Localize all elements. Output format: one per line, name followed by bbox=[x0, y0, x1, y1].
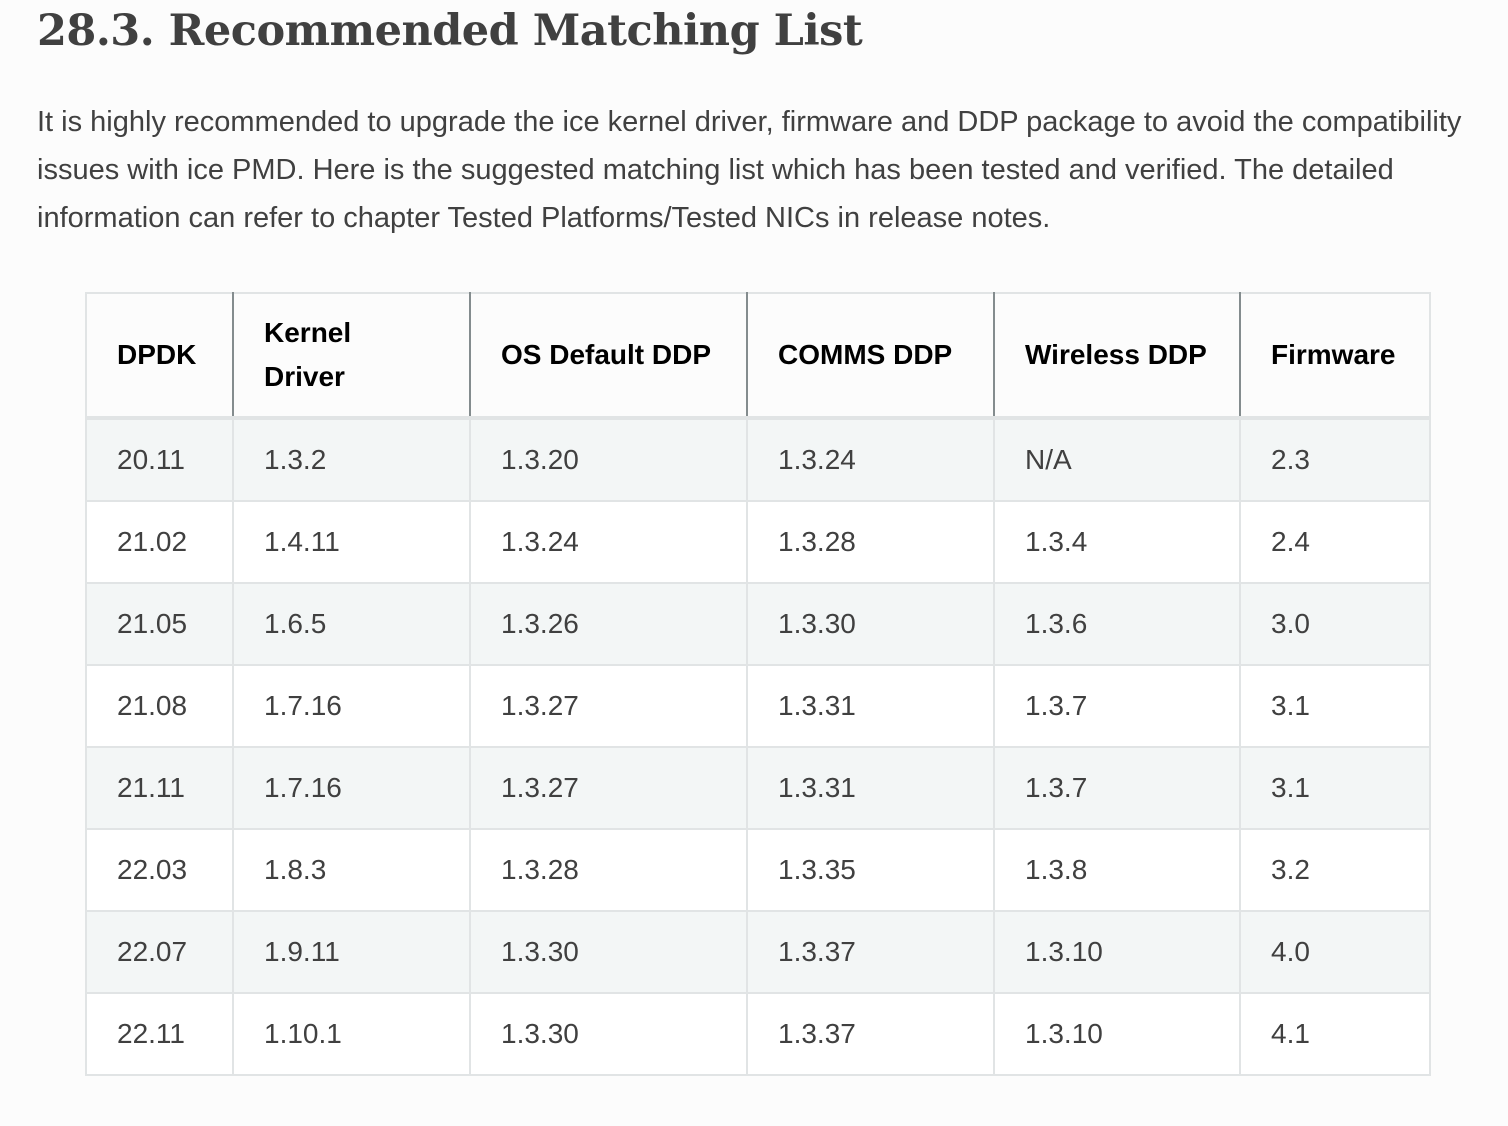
table-cell: 1.3.24 bbox=[469, 500, 747, 584]
table-cell: 1.10.1 bbox=[232, 992, 470, 1076]
table-row: 22.11 1.10.1 1.3.30 1.3.37 1.3.10 4.1 bbox=[86, 992, 1430, 1076]
table-cell: 1.7.16 bbox=[232, 746, 470, 830]
table-header-row: DPDK Kernel Driver OS Default DDP COMMS DDP… bbox=[86, 292, 1430, 420]
column-header: COMMS DDP bbox=[746, 292, 994, 420]
table-cell: 1.3.31 bbox=[746, 664, 994, 748]
intro-paragraph: It is highly recommended to upgrade the … bbox=[37, 105, 1462, 234]
table-cell: 22.03 bbox=[86, 828, 233, 912]
table-cell: 1.3.28 bbox=[746, 500, 994, 584]
table-cell: 2.4 bbox=[1239, 500, 1430, 584]
table-cell: 1.3.27 bbox=[469, 746, 747, 830]
table-cell: 1.4.11 bbox=[232, 500, 470, 584]
table-cell: 1.9.11 bbox=[232, 910, 470, 994]
table-cell: 21.05 bbox=[86, 582, 233, 666]
table-cell: 1.3.37 bbox=[746, 992, 994, 1076]
table-cell: N/A bbox=[993, 417, 1240, 502]
column-header: Wireless DDP bbox=[993, 292, 1240, 420]
table-cell: 3.1 bbox=[1239, 746, 1430, 830]
table-cell: 1.3.6 bbox=[993, 582, 1240, 666]
table-row: 21.02 1.4.11 1.3.24 1.3.28 1.3.4 2.4 bbox=[86, 500, 1430, 584]
page-title: 28.3. Recommended Matching List bbox=[37, 6, 863, 56]
table-row: 22.07 1.9.11 1.3.30 1.3.37 1.3.10 4.0 bbox=[86, 910, 1430, 994]
table-cell: 3.1 bbox=[1239, 664, 1430, 748]
table-cell: 1.3.24 bbox=[746, 417, 994, 502]
column-header: Kernel Driver bbox=[232, 292, 470, 420]
table-cell: 1.7.16 bbox=[232, 664, 470, 748]
table-cell: 1.3.28 bbox=[469, 828, 747, 912]
table-cell: 1.3.7 bbox=[993, 664, 1240, 748]
table-row: 21.05 1.6.5 1.3.26 1.3.30 1.3.6 3.0 bbox=[86, 582, 1430, 666]
table-cell: 1.3.8 bbox=[993, 828, 1240, 912]
table-cell: 21.02 bbox=[86, 500, 233, 584]
table-cell: 21.08 bbox=[86, 664, 233, 748]
column-header: DPDK bbox=[86, 292, 233, 420]
table-cell: 2.3 bbox=[1239, 417, 1430, 502]
table-cell: 1.3.37 bbox=[746, 910, 994, 994]
table-cell: 4.1 bbox=[1239, 992, 1430, 1076]
table-cell: 1.3.26 bbox=[469, 582, 747, 666]
recommended-matching-table: DPDK Kernel Driver OS Default DDP COMMS DDP… bbox=[85, 291, 1431, 1076]
table-cell: 21.11 bbox=[86, 746, 233, 830]
table-cell: 1.3.2 bbox=[232, 417, 470, 502]
column-header: Firmware bbox=[1239, 292, 1430, 420]
table-row: 21.11 1.7.16 1.3.27 1.3.31 1.3.7 3.1 bbox=[86, 746, 1430, 830]
table-cell: 1.3.10 bbox=[993, 910, 1240, 994]
table-cell: 20.11 bbox=[86, 417, 233, 502]
table-indent-block: DPDK Kernel Driver OS Default DDP COMMS DDP… bbox=[85, 291, 1471, 1076]
table-cell: 1.3.27 bbox=[469, 664, 747, 748]
table-cell: 1.3.20 bbox=[469, 417, 747, 502]
table-row: 20.11 1.3.2 1.3.20 1.3.24 N/A 2.3 bbox=[86, 417, 1430, 502]
table-cell: 1.3.31 bbox=[746, 746, 994, 830]
table-cell: 3.2 bbox=[1239, 828, 1430, 912]
table-cell: 22.07 bbox=[86, 910, 233, 994]
table-row: 21.08 1.7.16 1.3.27 1.3.31 1.3.7 3.1 bbox=[86, 664, 1430, 748]
column-header: OS Default DDP bbox=[469, 292, 747, 420]
table-cell: 1.8.3 bbox=[232, 828, 470, 912]
table-body: 20.11 1.3.2 1.3.20 1.3.24 N/A 2.3 21.02 1.4.11 1… bbox=[86, 417, 1430, 1076]
table-cell: 1.3.30 bbox=[469, 992, 747, 1076]
table-cell: 22.11 bbox=[86, 992, 233, 1076]
doc-content: 28.3. Recommended Matching List It is hi… bbox=[37, 6, 1471, 1076]
table-cell: 1.3.7 bbox=[993, 746, 1240, 830]
table-cell: 1.3.30 bbox=[469, 910, 747, 994]
table-cell: 3.0 bbox=[1239, 582, 1430, 666]
table-cell: 1.6.5 bbox=[232, 582, 470, 666]
table-cell: 1.3.30 bbox=[746, 582, 994, 666]
table-cell: 1.3.4 bbox=[993, 500, 1240, 584]
table-cell: 4.0 bbox=[1239, 910, 1430, 994]
table-cell: 1.3.10 bbox=[993, 992, 1240, 1076]
table-cell: 1.3.35 bbox=[746, 828, 994, 912]
table-row: 22.03 1.8.3 1.3.28 1.3.35 1.3.8 3.2 bbox=[86, 828, 1430, 912]
